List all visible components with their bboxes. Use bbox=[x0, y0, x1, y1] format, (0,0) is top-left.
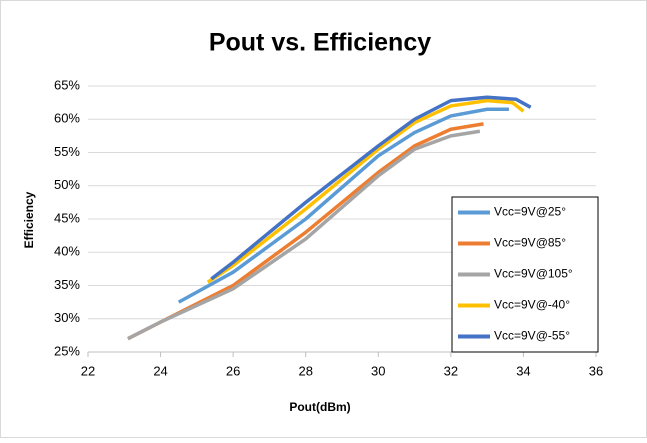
y-tick-label: 25% bbox=[54, 343, 80, 358]
x-tick-label: 26 bbox=[226, 363, 240, 378]
legend-label: Vcc=9V@105° bbox=[494, 267, 573, 281]
y-tick-label: 35% bbox=[54, 277, 80, 292]
legend-label: Vcc=9V@-55° bbox=[494, 329, 570, 343]
y-tick-label: 50% bbox=[54, 177, 80, 192]
x-tick-label: 24 bbox=[153, 363, 167, 378]
legend-box bbox=[451, 196, 599, 353]
x-tick-label: 22 bbox=[81, 363, 95, 378]
y-axis-label: Efficiency bbox=[22, 191, 36, 248]
y-tick-label: 30% bbox=[54, 310, 80, 325]
y-tick-label: 65% bbox=[54, 77, 80, 92]
series-line bbox=[206, 98, 525, 284]
x-tick-label: 34 bbox=[516, 363, 530, 378]
x-tick-label: 28 bbox=[298, 363, 312, 378]
y-tick-label: 55% bbox=[54, 144, 80, 159]
series-line bbox=[177, 107, 509, 304]
x-tick-label: 30 bbox=[371, 363, 385, 378]
y-tick-label: 45% bbox=[54, 210, 80, 225]
x-tick-label: 36 bbox=[589, 363, 603, 378]
series-line bbox=[210, 95, 532, 281]
legend-label: Vcc=9V@25° bbox=[494, 205, 566, 219]
x-axis-label: Pout(dBm) bbox=[289, 400, 350, 414]
y-tick-label: 40% bbox=[54, 244, 80, 259]
legend-label: Vcc=9V@85° bbox=[494, 236, 566, 250]
x-tick-label: 32 bbox=[444, 363, 458, 378]
legend-label: Vcc=9V@-40° bbox=[494, 298, 570, 312]
series-line bbox=[127, 129, 481, 341]
chart-title: Pout vs. Efficiency bbox=[209, 29, 431, 57]
y-tick-label: 60% bbox=[54, 111, 80, 126]
